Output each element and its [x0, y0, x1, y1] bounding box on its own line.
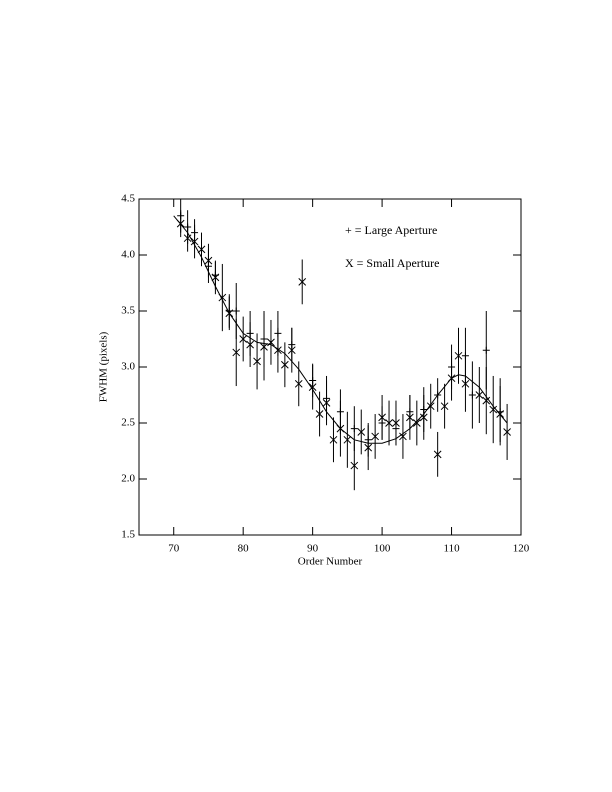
data-point — [447, 374, 456, 383]
data-point — [454, 351, 463, 360]
data-point — [225, 309, 234, 318]
x-axis-label: Order Number — [298, 556, 363, 568]
data-point — [287, 346, 296, 355]
x-tick-label: 80 — [238, 543, 250, 555]
data-point — [503, 428, 511, 436]
data-point — [364, 443, 373, 452]
y-axis-label: FWHM (pixels) — [98, 331, 110, 402]
x-tick-label: 100 — [374, 543, 391, 555]
data-point — [204, 256, 213, 265]
x-tick-label: 120 — [513, 543, 530, 555]
data-point — [322, 398, 331, 407]
data-point — [385, 419, 393, 427]
data-point — [246, 340, 254, 349]
data-point — [274, 346, 282, 355]
data-point — [267, 338, 275, 347]
data-point — [433, 450, 442, 459]
data-point — [468, 391, 476, 399]
legend-entry: X = Small Aperture — [345, 256, 439, 270]
x-tick-label: 90 — [307, 543, 319, 555]
data-point — [232, 307, 240, 315]
data-point — [426, 402, 435, 411]
data-point — [294, 379, 303, 388]
data-point — [440, 402, 449, 411]
data-point — [412, 419, 421, 427]
data-point — [281, 360, 289, 369]
data-point — [350, 425, 358, 433]
y-tick-label: 2.0 — [121, 473, 135, 485]
data-point — [496, 410, 505, 418]
data-point — [406, 413, 414, 422]
data-point — [475, 391, 484, 399]
data-point — [343, 435, 352, 444]
data-point — [329, 435, 338, 444]
data-point — [315, 410, 324, 418]
data-point — [308, 383, 317, 392]
data-point — [218, 293, 227, 302]
y-tick-label: 1.5 — [121, 529, 135, 541]
data-point — [378, 413, 386, 422]
y-tick-label: 3.5 — [121, 305, 135, 317]
data-point — [260, 342, 268, 351]
legend-entry: + = Large Aperture — [345, 223, 437, 237]
data-point — [419, 413, 428, 422]
data-point — [232, 348, 241, 357]
data-point — [357, 428, 366, 436]
data-point — [461, 379, 470, 388]
data-point — [482, 396, 491, 405]
x-tick-label: 70 — [168, 543, 180, 555]
data-point — [336, 424, 345, 433]
data-point — [183, 234, 192, 243]
data-point — [211, 273, 220, 282]
y-tick-label: 2.5 — [121, 417, 135, 429]
x-tick-label: 110 — [443, 543, 460, 555]
data-point — [298, 278, 307, 286]
data-point — [489, 405, 498, 414]
data-point — [350, 461, 359, 470]
data-point — [392, 419, 400, 427]
plot-frame — [138, 198, 522, 536]
data-point — [190, 237, 199, 246]
data-point — [399, 432, 407, 441]
data-point — [239, 335, 248, 343]
y-tick-label: 4.0 — [121, 249, 135, 261]
data-point — [371, 432, 379, 441]
data-point — [176, 219, 185, 228]
data-point — [434, 391, 442, 399]
data-point — [197, 245, 206, 254]
data-point — [253, 357, 261, 366]
y-tick-label: 4.5 — [121, 193, 135, 205]
y-tick-label: 3.0 — [121, 361, 135, 373]
data-point — [482, 346, 490, 354]
